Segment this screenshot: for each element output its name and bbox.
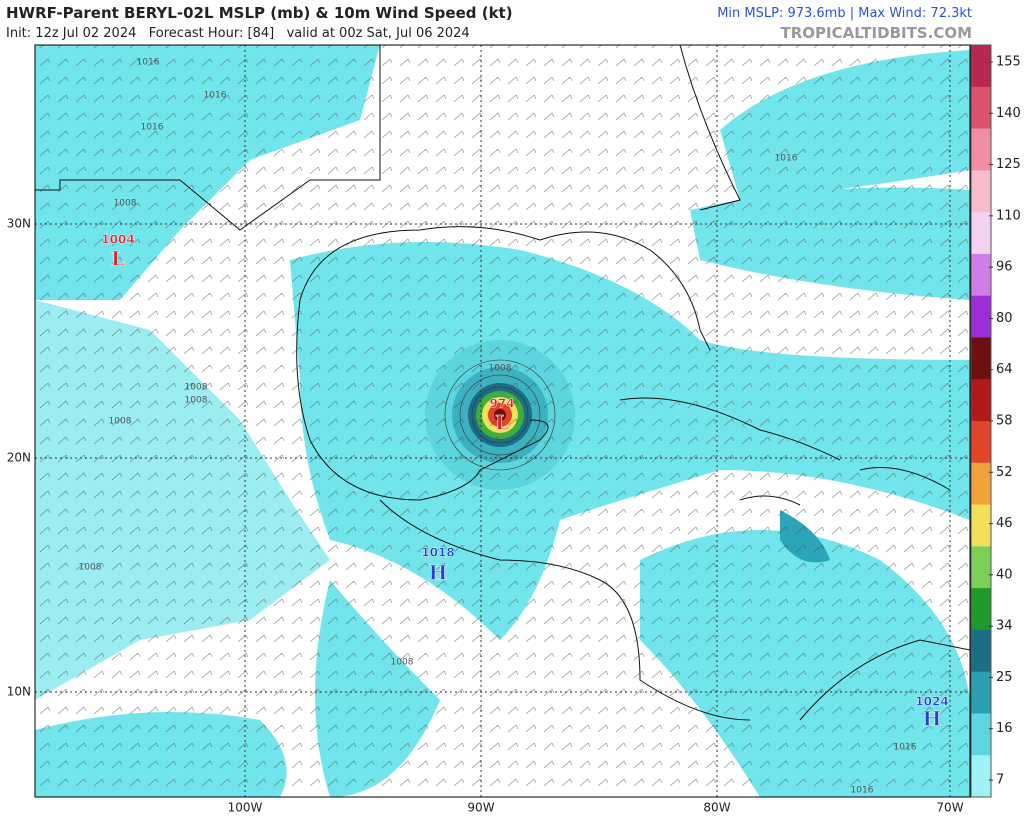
colorbar-swatch [971, 546, 991, 589]
colorbar-swatch [971, 253, 991, 297]
colorbar-label: 140 [996, 106, 1021, 121]
colorbar-label: 64 [996, 362, 1013, 377]
colorbar-label: 34 [996, 619, 1013, 634]
colorbar-swatch [971, 212, 991, 255]
isobar-label: 1016 [137, 58, 160, 68]
colorbar-label: 80 [996, 311, 1013, 326]
lon-label: 90W [467, 801, 494, 815]
isobar-label: 1008 [391, 658, 414, 668]
colorbar-swatch [971, 713, 991, 756]
colorbar-label: 25 [996, 670, 1013, 685]
isobar-label: 1008 [185, 383, 208, 393]
colorbar-label: 16 [996, 721, 1013, 736]
colorbar-label: 52 [996, 465, 1013, 480]
lat-label: 20N [7, 451, 31, 465]
center-symbol: L [111, 247, 125, 271]
isobar-label: 1008 [489, 364, 512, 374]
colorbar-swatch [971, 755, 991, 798]
colorbar-swatch [971, 128, 991, 171]
center-symbol: H [429, 561, 448, 585]
center-symbol: L [495, 411, 509, 435]
lat-label: 10N [7, 685, 31, 699]
center-pressure: 1004 [101, 233, 134, 247]
center-pressure: 1024 [915, 695, 948, 709]
credit: TROPICALTIDBITS.COM [780, 24, 973, 42]
isobar-label: 1008 [79, 563, 102, 573]
colorbar-swatch [971, 86, 991, 130]
isobar-label: 1016 [894, 743, 917, 753]
isobar-label: 1016 [851, 786, 874, 796]
isobar-label: 1016 [141, 123, 164, 133]
isobar-label: 1008 [185, 396, 208, 406]
map-field: 1004L974L1018H1024H101610161016101610161… [35, 45, 970, 797]
colorbar-label: 96 [996, 260, 1013, 275]
lat-label: 30N [7, 217, 31, 231]
isobar-label: 1016 [775, 154, 798, 164]
map-subtitle: Init: 12z Jul 02 2024 Forecast Hour: [84… [6, 26, 470, 41]
colorbar-swatch [971, 504, 991, 547]
isobar-label: 1016 [204, 91, 227, 101]
stats: Min MSLP: 973.6mb | Max Wind: 72.3kt [717, 6, 972, 21]
center-pressure: 1018 [421, 546, 454, 560]
center-pressure: 974 [489, 397, 514, 411]
isobar-label: 1008 [114, 199, 137, 209]
colorbar-label: 125 [996, 157, 1021, 172]
colorbar-label: 7 [996, 773, 1004, 788]
colorbar-label: 155 [996, 55, 1021, 70]
colorbar-label: 40 [996, 567, 1013, 582]
colorbar-swatch [971, 45, 991, 88]
colorbar-swatch [971, 629, 991, 673]
lon-label: 80W [703, 801, 730, 815]
map-title: HWRF-Parent BERYL-02L MSLP (mb) & 10m Wi… [6, 4, 513, 22]
lon-label: 100W [228, 801, 263, 815]
colorbar-swatch [971, 337, 991, 380]
colorbar-swatch [971, 588, 991, 631]
colorbar-swatch [971, 421, 991, 464]
colorbar-swatch [971, 671, 991, 714]
colorbar-swatch [971, 379, 991, 422]
colorbar-label: 46 [996, 516, 1013, 531]
colorbar-label: 58 [996, 414, 1013, 429]
center-symbol: H [923, 707, 942, 731]
lon-label: 70W [936, 801, 963, 815]
isobar-label: 1008 [109, 417, 132, 427]
colorbar-swatch [971, 295, 991, 338]
colorbar-label: 110 [996, 208, 1021, 223]
colorbar-swatch [971, 170, 991, 213]
colorbar-swatch [971, 462, 991, 506]
